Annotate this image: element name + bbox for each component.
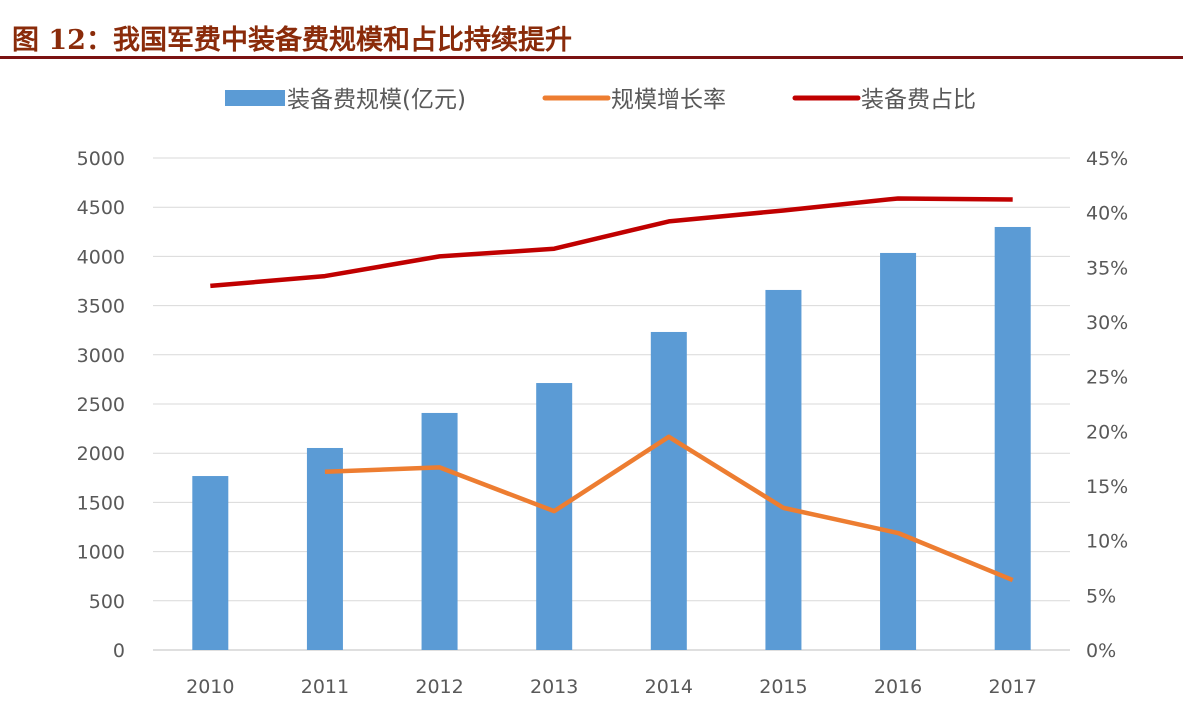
bar (765, 289, 802, 650)
y-right-tick-label: 0% (1086, 640, 1116, 662)
x-tick-label: 2013 (530, 676, 578, 698)
y-left-tick-label: 2000 (77, 443, 125, 465)
y-left-tick-label: 3500 (77, 296, 125, 318)
y-right-tick-label: 25% (1086, 367, 1128, 389)
x-tick-label: 2010 (186, 676, 234, 698)
y-right-tick-label: 20% (1086, 421, 1128, 443)
y-right-tick-label: 10% (1086, 531, 1128, 553)
y-right-tick-label: 35% (1086, 257, 1128, 279)
y-left-tick-label: 4000 (77, 246, 125, 268)
legend-label: 装备费规模(亿元) (287, 87, 466, 113)
y-left-tick-label: 1500 (77, 492, 125, 514)
bar (880, 252, 917, 650)
legend-swatch (225, 90, 285, 106)
y-left-tick-label: 5000 (77, 148, 125, 170)
y-left-tick-label: 4500 (77, 197, 125, 219)
bar (536, 383, 573, 650)
y-left-tick-label: 0 (113, 640, 125, 662)
title-divider (0, 56, 1183, 59)
y-right-tick-label: 15% (1086, 476, 1128, 498)
x-tick-label: 2015 (759, 676, 807, 698)
legend-label: 装备费占比 (861, 87, 976, 113)
bar (650, 331, 687, 650)
x-tick-label: 2014 (645, 676, 693, 698)
bar (421, 412, 458, 650)
y-left-tick-label: 2500 (77, 394, 125, 416)
x-tick-label: 2012 (415, 676, 463, 698)
y-right-tick-label: 45% (1086, 148, 1128, 170)
x-tick-label: 2011 (301, 676, 349, 698)
bar (306, 447, 343, 650)
y-left-tick-label: 500 (89, 591, 125, 613)
y-left-tick-label: 3000 (77, 345, 125, 367)
bar (192, 476, 229, 650)
y-right-tick-label: 40% (1086, 203, 1128, 225)
x-tick-label: 2016 (874, 676, 922, 698)
bar (994, 226, 1031, 650)
x-tick-label: 2017 (989, 676, 1037, 698)
y-right-tick-label: 5% (1086, 585, 1116, 607)
legend-label: 规模增长率 (611, 87, 726, 113)
y-left-tick-label: 1000 (77, 542, 125, 564)
y-right-tick-label: 30% (1086, 312, 1128, 334)
figure-title: 图 12：我国军费中装备费规模和占比持续提升 (12, 25, 572, 56)
series-line (210, 196, 1013, 289)
